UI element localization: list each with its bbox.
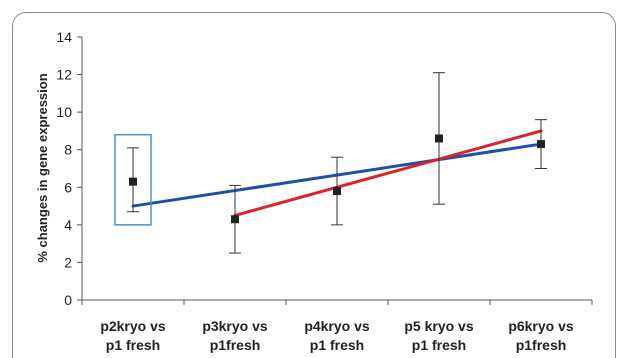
x-category-label: p6kryo vs p1fresh [508,318,574,353]
y-tick-label: 8 [64,142,72,158]
x-axis: p2kryo vs p1 fresh p3kryo vs p1fresh p4kryo … [81,299,593,353]
trendline [233,129,543,217]
x-category-label-line: p1 fresh [310,337,364,353]
y-tick-label: 12 [56,67,72,83]
data-point [129,177,137,186]
x-category-label-line: p4kryo vs [304,318,370,334]
y-tick-label: 2 [64,254,72,270]
y-tick-label: 14 [56,29,72,45]
x-category-label: p5 kryo vs p1 fresh [404,318,473,353]
error-bars [127,72,547,254]
y-tick-label: 6 [64,179,72,195]
x-category-label: p4kryo vs p1 fresh [304,318,370,353]
highlight-boxes [114,133,152,226]
y-axis: 0 2 4 6 8 10 12 14 [56,29,83,308]
x-category-label-line: p5 kryo vs [404,318,473,334]
highlight-box [114,133,152,226]
y-tick-label: 4 [64,217,72,233]
x-category-label-line: p1fresh [210,337,261,353]
x-category-label-line: p1fresh [516,337,567,353]
x-category-label-line: p6kryo vs [508,318,574,334]
x-category-label-line: p2kryo vs [100,318,166,334]
y-axis-title: % changes in gene expression [35,73,50,262]
data-point [333,187,341,196]
data-markers [129,134,545,224]
y-tick-label: 10 [56,104,72,120]
x-category-label: p3kryo vs p1fresh [202,318,268,353]
chart-frame [12,12,616,358]
x-category-label-line: p3kryo vs [202,318,268,334]
x-category-label-line: p1 fresh [106,337,160,353]
data-point [537,140,545,149]
x-category-label: p2kryo vs p1 fresh [100,318,166,353]
y-tick-label: 0 [64,292,72,308]
x-category-label-line: p1 fresh [412,337,466,353]
data-point [231,215,239,224]
data-point [435,134,443,143]
